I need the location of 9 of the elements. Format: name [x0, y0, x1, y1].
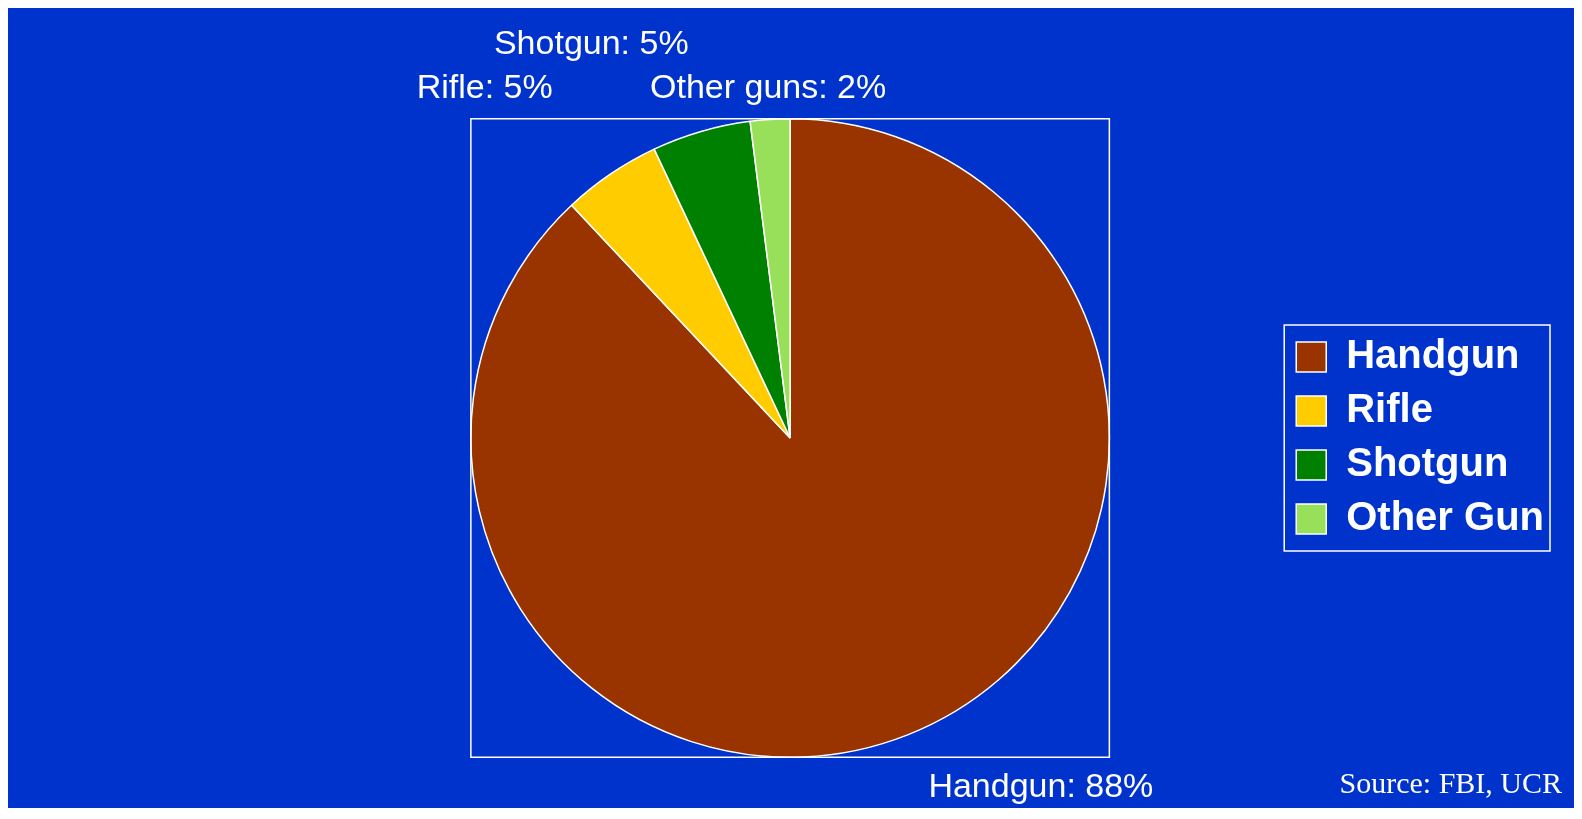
source-note: Source: FBI, UCR [1339, 765, 1562, 799]
legend-label: Shotgun [1346, 440, 1509, 485]
data-label: Shotgun: 5% [493, 23, 689, 62]
legend-label: Handgun [1346, 332, 1520, 377]
data-label: Rifle: 5% [416, 67, 553, 106]
data-label: Other guns: 2% [650, 67, 887, 106]
legend-label: Rifle [1346, 386, 1433, 431]
data-label: Handgun: 88% [928, 765, 1154, 804]
legend-label: Other Gun [1346, 494, 1545, 539]
